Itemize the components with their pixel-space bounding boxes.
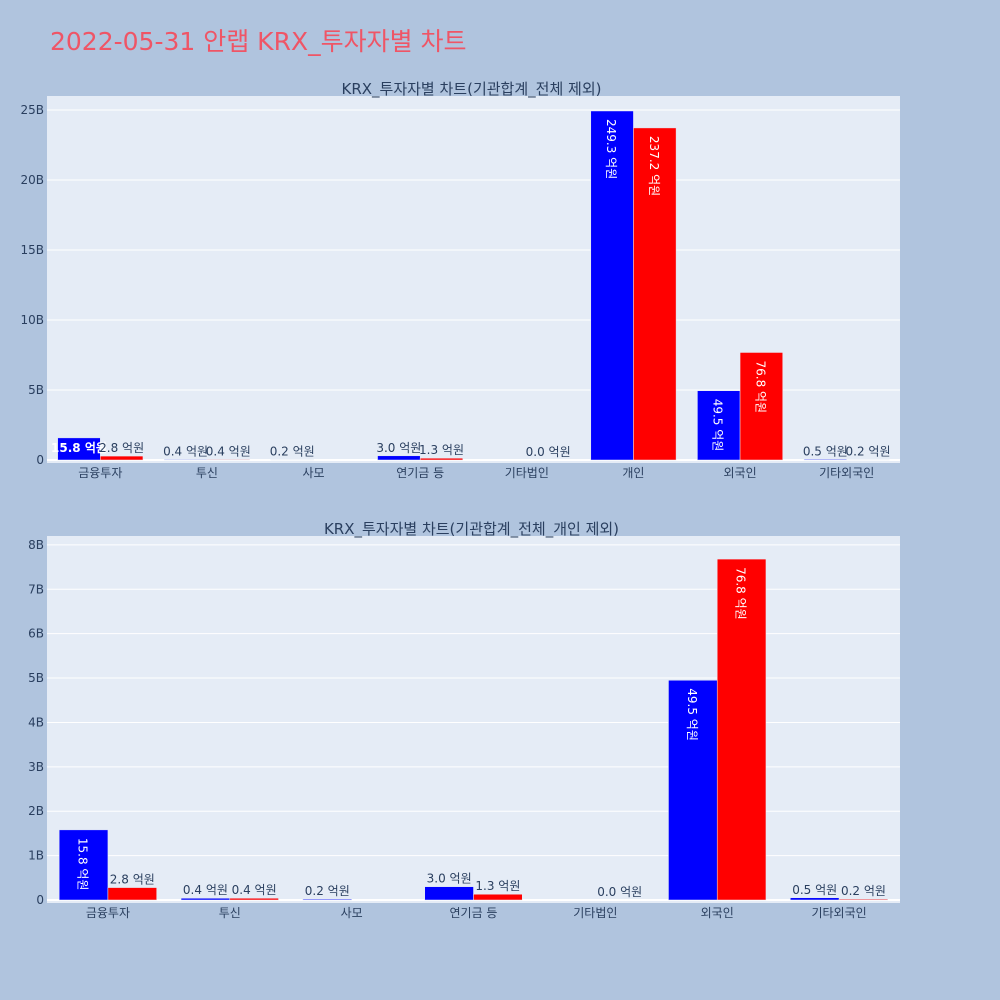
bar-data-label: 3.0 억원 (376, 441, 421, 455)
x-tick-label: 연기금 등 (450, 906, 498, 920)
x-tick-label: 기타법인 (505, 466, 549, 480)
bar (838, 898, 889, 901)
y-tick-label: 15B (20, 243, 44, 257)
bar-data-label: 0.2 억원 (305, 884, 350, 898)
bar-data-label: 0.2 억원 (841, 884, 886, 898)
chart-title: KRX_투자자별 차트(기관합계_전체 제외) (342, 80, 602, 99)
y-tick-label: 3B (28, 760, 44, 774)
bar (739, 352, 783, 461)
x-tick-label: 투신 (196, 466, 218, 480)
bar (668, 680, 718, 901)
bar-data-label: 0.0 억원 (526, 445, 571, 459)
bar (633, 127, 677, 461)
bar-data-label: 0.5 억원 (792, 883, 837, 897)
x-tick-label: 외국인 (724, 466, 757, 480)
y-tick-label: 1B (28, 849, 44, 863)
bar (419, 457, 464, 461)
bar (302, 898, 352, 901)
bar-data-label: 0.4 억원 (232, 883, 277, 897)
bar (229, 897, 279, 901)
bar-data-label: 2.8 억원 (110, 873, 155, 887)
bar (790, 897, 840, 901)
bar-data-label: 49.5 억원 (685, 688, 699, 741)
bar-data-label: 0.4 억원 (183, 883, 228, 897)
x-tick-label: 기타외국인 (819, 466, 874, 480)
x-tick-label: 금융투자 (86, 906, 130, 920)
bar (590, 110, 634, 461)
y-tick-label: 0 (36, 453, 44, 467)
bar-data-label: 0.0 억원 (597, 885, 642, 899)
bar-data-label: 76.8 억원 (734, 567, 748, 620)
bar (697, 390, 741, 461)
y-tick-label: 7B (28, 582, 44, 596)
bar-data-label: 76.8 억원 (753, 360, 767, 413)
bar-data-label: 0.2 억원 (270, 445, 315, 459)
bar (180, 897, 231, 901)
bar (716, 558, 767, 901)
bar-data-label: 0.4 억원 (163, 444, 208, 458)
y-tick-label: 5B (28, 383, 44, 397)
x-tick-label: 연기금 등 (396, 466, 444, 480)
y-tick-label: 5B (28, 671, 44, 685)
chart-title: KRX_투자자별 차트(기관합계_전체_개인 제외) (324, 520, 619, 539)
y-tick-label: 4B (28, 715, 44, 729)
investor-chart-top: 0 5B 10B 15B 20B 25B KRX_투자자별 차트(기관합계_전체 제외) 금융… (20, 80, 900, 480)
x-tick-label: 사모 (341, 906, 363, 920)
bar-data-label: 249.3 억원 (604, 119, 618, 179)
bar-data-label: 0.4 억원 (206, 444, 251, 458)
y-tick-label: 25B (20, 103, 44, 117)
bar (57, 437, 101, 461)
bar-data-label: 15.8 억원 (51, 441, 107, 455)
bar-data-label: 0.5 억원 (803, 444, 848, 458)
x-tick-label: 외국인 (701, 906, 734, 920)
plot-area (47, 536, 900, 903)
y-tick-label: 6B (28, 627, 44, 641)
bar-data-label: 1.3 억원 (419, 443, 464, 457)
bar (206, 459, 250, 461)
bar-data-label: 49.5 억원 (711, 399, 725, 452)
bar (107, 887, 157, 901)
bar-data-label: 0.2 억원 (846, 445, 891, 459)
bar (100, 455, 144, 461)
bar (58, 829, 109, 901)
y-tick-label: 20B (20, 173, 44, 187)
bar-data-label: 15.8 억원 (76, 838, 90, 891)
page-title: 2022-05-31 안랩 KRX_투자자별 차트 (50, 27, 467, 56)
bar-data-label: 2.8 억원 (99, 441, 144, 455)
y-tick-label: 10B (20, 313, 44, 327)
bar (424, 886, 474, 901)
x-tick-label: 금융투자 (78, 466, 122, 480)
y-tick-label: 0 (36, 893, 44, 907)
x-tick-label: 기타법인 (573, 906, 617, 920)
y-tick-label: 8B (28, 538, 44, 552)
x-tick-label: 개인 (622, 466, 644, 480)
x-tick-label: 기타외국인 (811, 906, 866, 920)
bar-data-label: 3.0 억원 (427, 872, 472, 886)
bar-data-label: 1.3 억원 (475, 879, 520, 893)
bar (377, 455, 421, 461)
x-tick-label: 사모 (303, 466, 325, 480)
x-tick-label: 투신 (219, 906, 241, 920)
y-tick-label: 2B (28, 804, 44, 818)
bar-data-label: 237.2 억원 (647, 136, 661, 196)
bar (473, 893, 523, 901)
